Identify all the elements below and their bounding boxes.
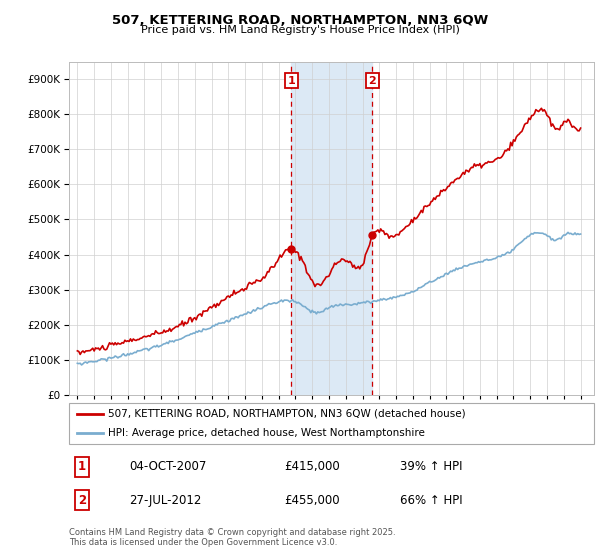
Text: 39% ↑ HPI: 39% ↑ HPI xyxy=(400,460,462,473)
Text: 04-OCT-2007: 04-OCT-2007 xyxy=(130,460,207,473)
Text: Price paid vs. HM Land Registry's House Price Index (HPI): Price paid vs. HM Land Registry's House … xyxy=(140,25,460,35)
Text: 2: 2 xyxy=(368,76,376,86)
Text: £415,000: £415,000 xyxy=(284,460,340,473)
Text: £455,000: £455,000 xyxy=(284,494,340,507)
Text: 507, KETTERING ROAD, NORTHAMPTON, NN3 6QW (detached house): 507, KETTERING ROAD, NORTHAMPTON, NN3 6Q… xyxy=(109,409,466,419)
FancyBboxPatch shape xyxy=(69,403,594,444)
Text: Contains HM Land Registry data © Crown copyright and database right 2025.
This d: Contains HM Land Registry data © Crown c… xyxy=(69,528,395,547)
Text: HPI: Average price, detached house, West Northamptonshire: HPI: Average price, detached house, West… xyxy=(109,428,425,438)
Bar xyxy=(291,62,372,395)
Text: 66% ↑ HPI: 66% ↑ HPI xyxy=(400,494,463,507)
Text: 2: 2 xyxy=(78,494,86,507)
Text: 27-JUL-2012: 27-JUL-2012 xyxy=(130,494,202,507)
Text: 507, KETTERING ROAD, NORTHAMPTON, NN3 6QW: 507, KETTERING ROAD, NORTHAMPTON, NN3 6Q… xyxy=(112,14,488,27)
Text: 1: 1 xyxy=(78,460,86,473)
Text: 1: 1 xyxy=(287,76,295,86)
